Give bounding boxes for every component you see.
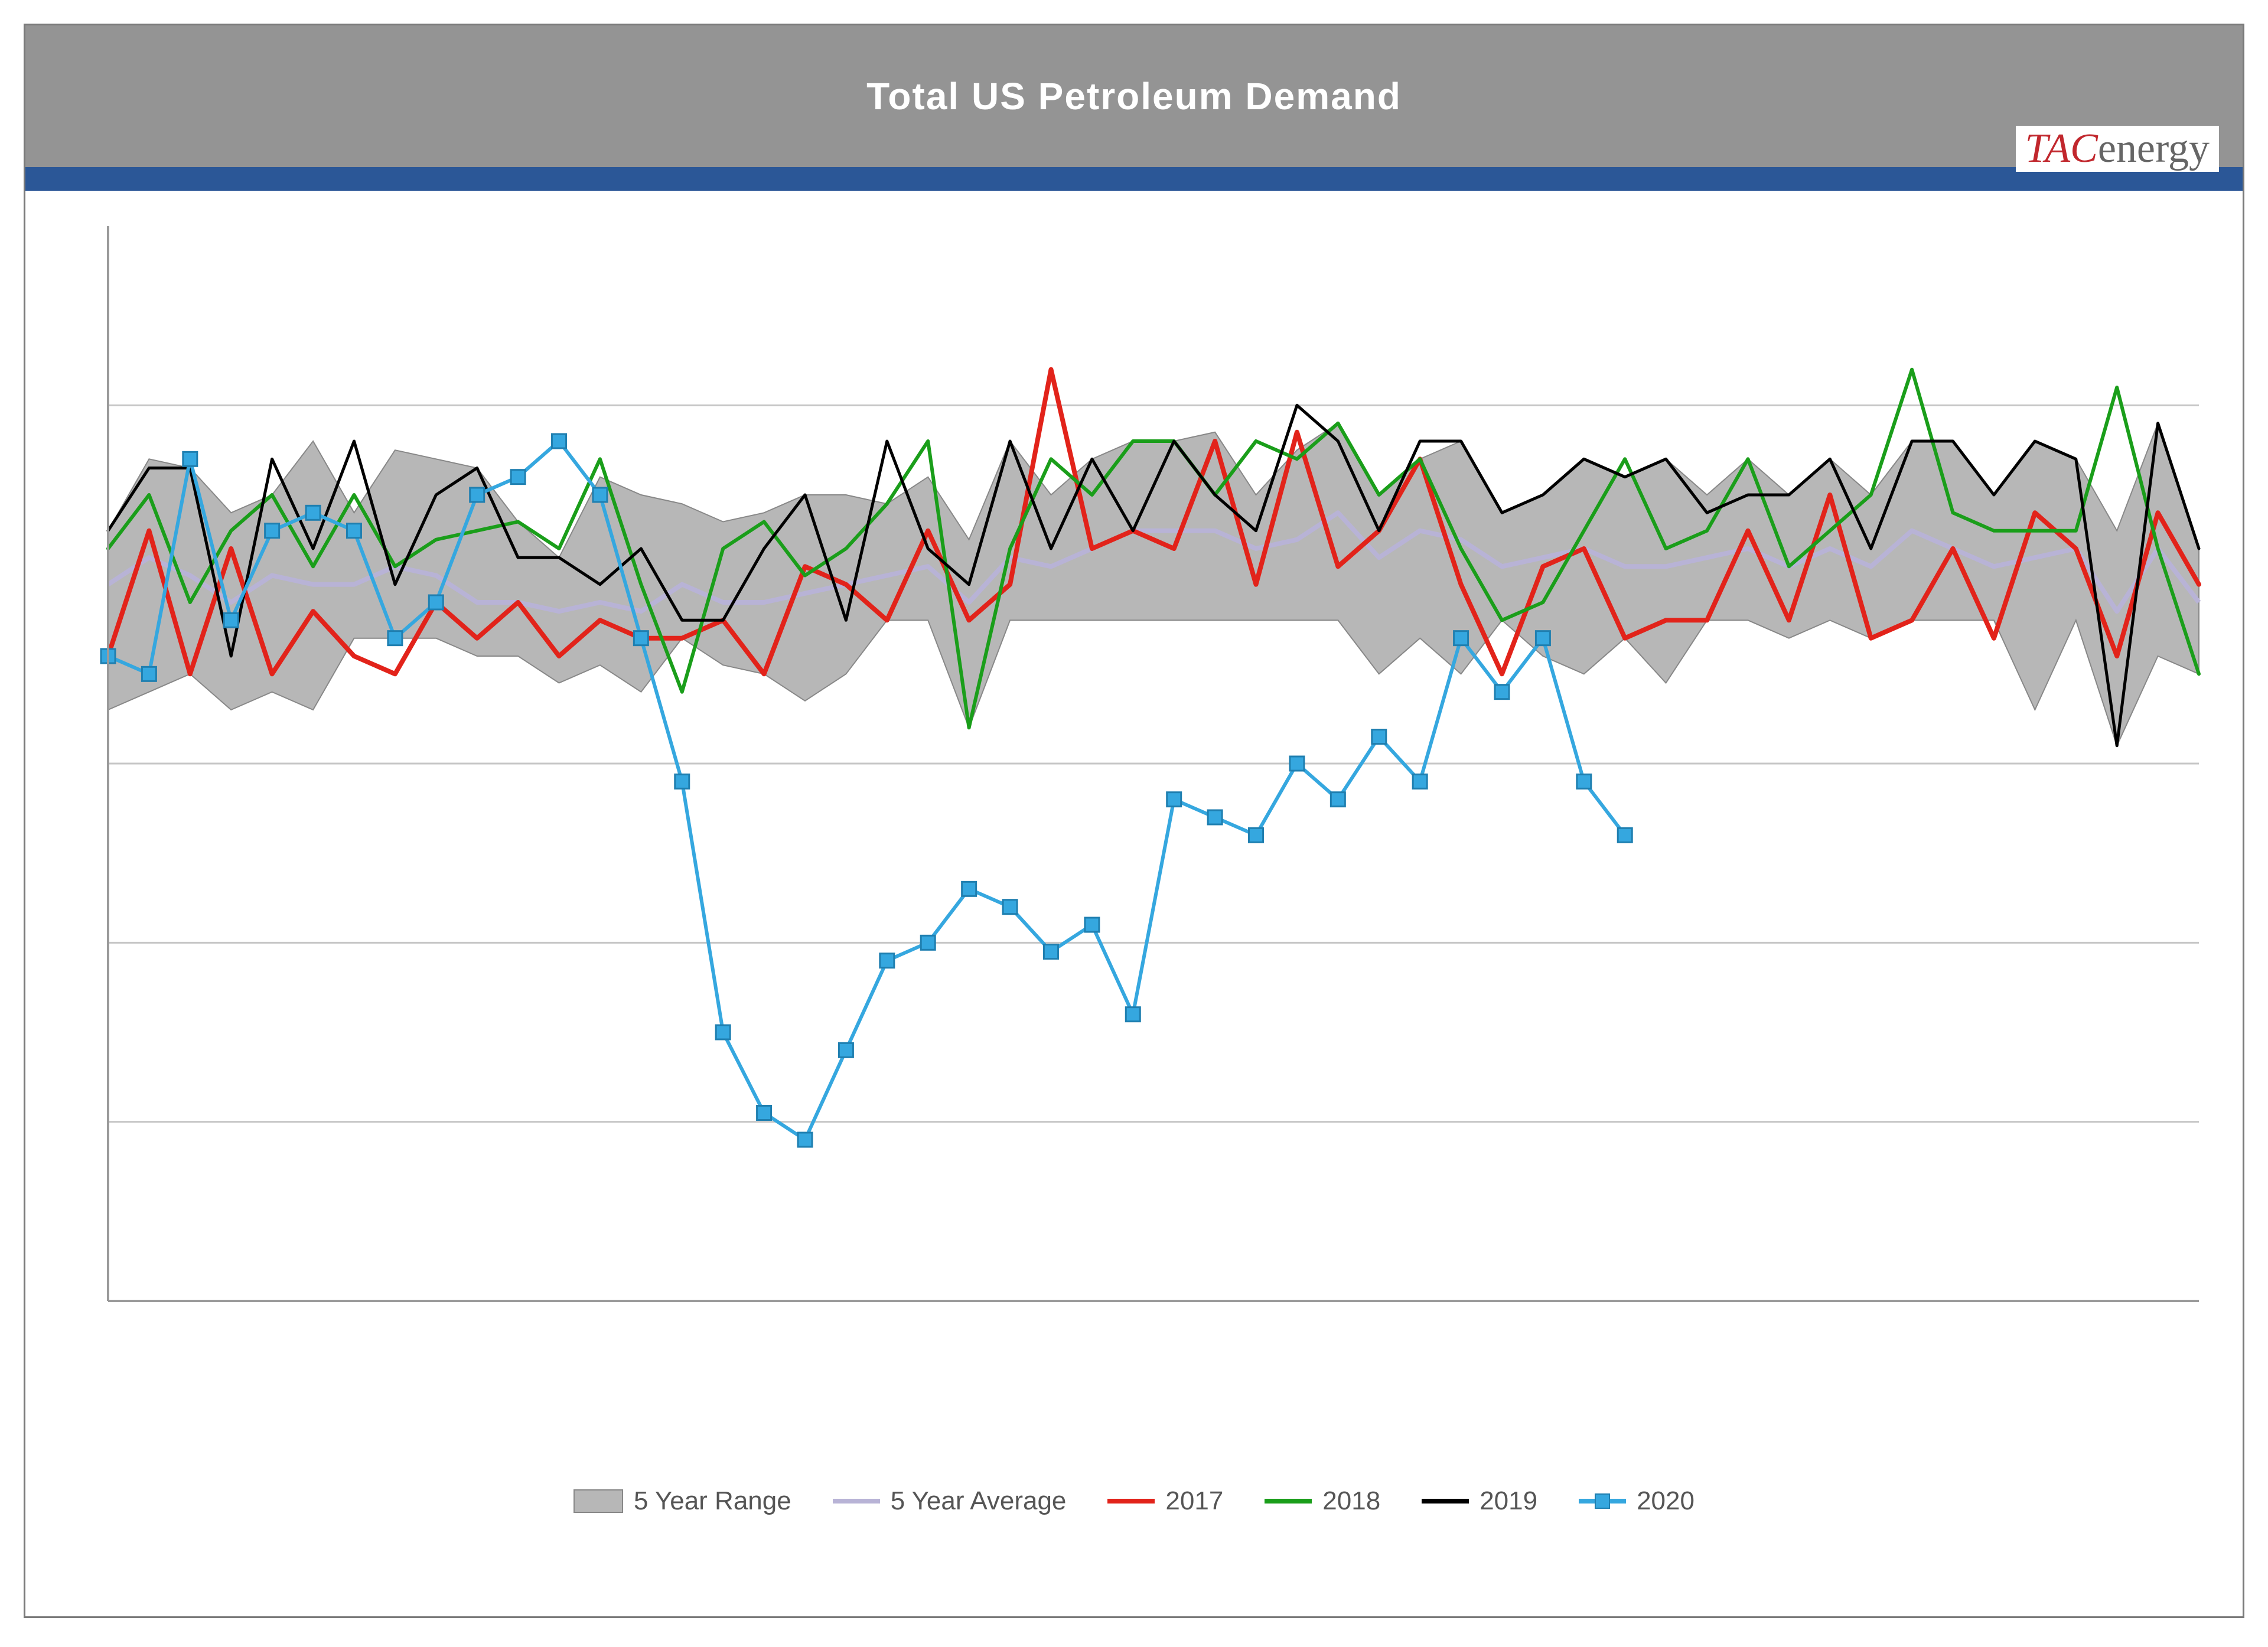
chart-svg [96,203,2211,1443]
chart-frame: Total US Petroleum Demand TACenergy 5 Ye… [24,24,2244,1618]
legend-item-2018: 2018 [1265,1486,1380,1516]
brand-logo: TACenergy [2016,126,2219,172]
logo-suffix: energy [2098,126,2210,171]
legend-label-range: 5 Year Range [634,1486,791,1516]
legend-label-avg: 5 Year Average [891,1486,1067,1516]
legend-item-2019: 2019 [1422,1486,1537,1516]
title-bar: Total US Petroleum Demand [25,25,2243,167]
title-stripe [25,167,2243,191]
legend-swatch-2018-icon [1265,1499,1312,1504]
legend-label-2019: 2019 [1480,1486,1537,1516]
legend-swatch-2017-icon [1107,1499,1155,1504]
legend-item-2020: 2020 [1579,1486,1695,1516]
plot-area [96,203,2211,1443]
legend-item-avg: 5 Year Average [833,1486,1067,1516]
legend-swatch-2019-icon [1422,1499,1469,1504]
legend-swatch-range-icon [573,1489,623,1513]
chart-title: Total US Petroleum Demand [866,74,1402,118]
logo-prefix: TAC [2025,126,2098,171]
five-year-range [108,423,2199,746]
legend-swatch-avg-icon [833,1499,880,1504]
legend-item-range: 5 Year Range [573,1486,791,1516]
legend-label-2017: 2017 [1165,1486,1223,1516]
legend-swatch-2020-icon [1579,1499,1626,1504]
legend-label-2020: 2020 [1637,1486,1695,1516]
legend-item-2017: 2017 [1107,1486,1223,1516]
legend-label-2018: 2018 [1322,1486,1380,1516]
legend: 5 Year Range 5 Year Average 2017 2018 20… [25,1486,2243,1516]
